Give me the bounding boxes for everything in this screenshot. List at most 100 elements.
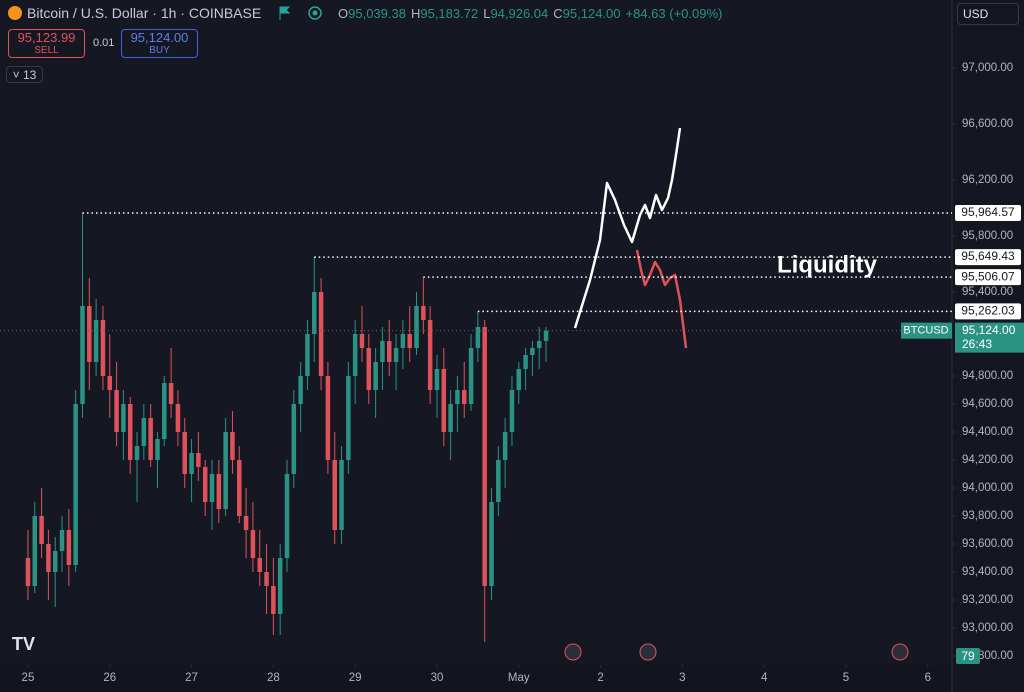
candle-body [100,319,106,376]
candle-body [393,347,399,362]
candle-body [482,326,487,586]
volume-label: 79 [956,648,980,664]
candle-body [325,375,331,460]
projection-down [635,249,688,349]
candle-body [127,403,133,460]
candle-body [216,473,222,509]
candle-body [380,340,385,362]
candle-body [305,333,310,376]
candle-body [141,417,147,446]
level-label: 95,506.07 [961,269,1015,283]
candle-body [387,340,392,362]
level-label: 95,262.03 [961,303,1015,317]
ohlc-key: C [553,6,563,21]
candle-body [298,375,303,404]
candle-body [421,305,426,320]
buy-label: BUY [149,45,170,56]
y-tick-label: 95,400.00 [962,286,1013,298]
currency-select[interactable]: USD [957,3,1019,25]
x-tick-label: 27 [185,672,198,684]
symbol-tag-label: BTCUSD [903,325,948,337]
candle-body [441,368,447,432]
x-tick-label: 25 [22,672,35,684]
candle-body [230,431,235,460]
candle-body [373,361,378,390]
candle-body [175,403,181,432]
candle-body [489,501,494,586]
candle-body [39,515,44,544]
ohlc-value: 95,039.38 [348,6,406,21]
flag-icon [279,6,291,20]
sell-button[interactable]: 95,123.99 SELL [8,29,85,58]
buy-button[interactable]: 95,124.00 BUY [121,29,198,58]
candle-body [121,403,126,432]
candle-body [134,445,140,460]
y-tick-label: 94,800.00 [962,370,1013,382]
candle-body [46,543,51,572]
ohlc-value: 95,124.00 [562,6,621,21]
y-tick-label: 95,800.00 [962,230,1013,242]
candle-body [339,459,344,530]
ohlc-value: 94,926.04 [490,6,549,21]
y-tick-label: 93,600.00 [962,538,1013,550]
y-tick-label: 94,200.00 [962,454,1013,466]
indicators-toggle[interactable]: ˅ 13 [6,66,43,83]
ohlc-key: O [338,6,349,21]
candle-body [32,515,38,586]
level-label-box [955,303,1021,320]
y-tick-label: 96,600.00 [962,118,1013,130]
event-icon[interactable] [891,643,909,661]
candle-body [543,330,549,341]
candle-body [93,319,99,362]
y-tick-label: 93,000.00 [962,622,1013,634]
candle-body [461,389,467,404]
candle-body [52,550,58,572]
x-tick-label: 28 [267,672,280,684]
candle-body [400,333,406,348]
candle-body [530,347,535,355]
candle-body [536,340,542,348]
candle-body [516,368,522,390]
x-tick-label: 5 [843,672,849,684]
candle-body [523,354,528,369]
candle-body [168,382,174,404]
logo: TV [12,634,35,654]
candle-body [346,375,351,460]
event-icon[interactable] [639,643,657,661]
candle-body [25,557,31,586]
candle-body [502,431,508,460]
candle-body [427,319,433,390]
candle-body [162,382,167,439]
candle-body [202,466,208,502]
candle-body [359,333,365,348]
x-tick-label: May [508,672,530,684]
symbol-title: Bitcoin / U.S. Dollar · 1h · COINBASE [27,5,262,21]
x-tick-label: 2 [597,672,603,684]
candle-body [148,417,153,460]
sell-label: SELL [34,45,59,56]
ohlc-key: H [410,6,421,21]
ohlc-row: O95,039.38 H95,183.72 L94,926.04 C95,124.00… [338,6,722,21]
candle-body [155,438,160,460]
countdown: 26:43 [962,337,992,351]
candle-body [250,529,256,558]
x-tick-label: 29 [349,672,362,684]
event-icon[interactable] [564,643,582,661]
ohlc-key: L [483,6,491,21]
status-dot [312,10,318,16]
status-icon [308,6,322,20]
y-tick-label: 97,000.00 [962,62,1013,74]
candle-body [277,557,283,614]
candle-body [271,585,276,614]
ohlc-value: 95,183.72 [420,6,479,21]
y-tick-label: 94,400.00 [962,426,1013,438]
x-tick-label: 30 [431,672,444,684]
candle-body [189,452,194,474]
candle-body [73,403,78,565]
candle-body [223,431,228,509]
ohlc-change: +84.63 (+0.09%) [625,6,723,21]
y-tick-label: 94,000.00 [962,482,1013,494]
level-label: 95,964.57 [961,205,1015,219]
candle-body [182,431,187,474]
